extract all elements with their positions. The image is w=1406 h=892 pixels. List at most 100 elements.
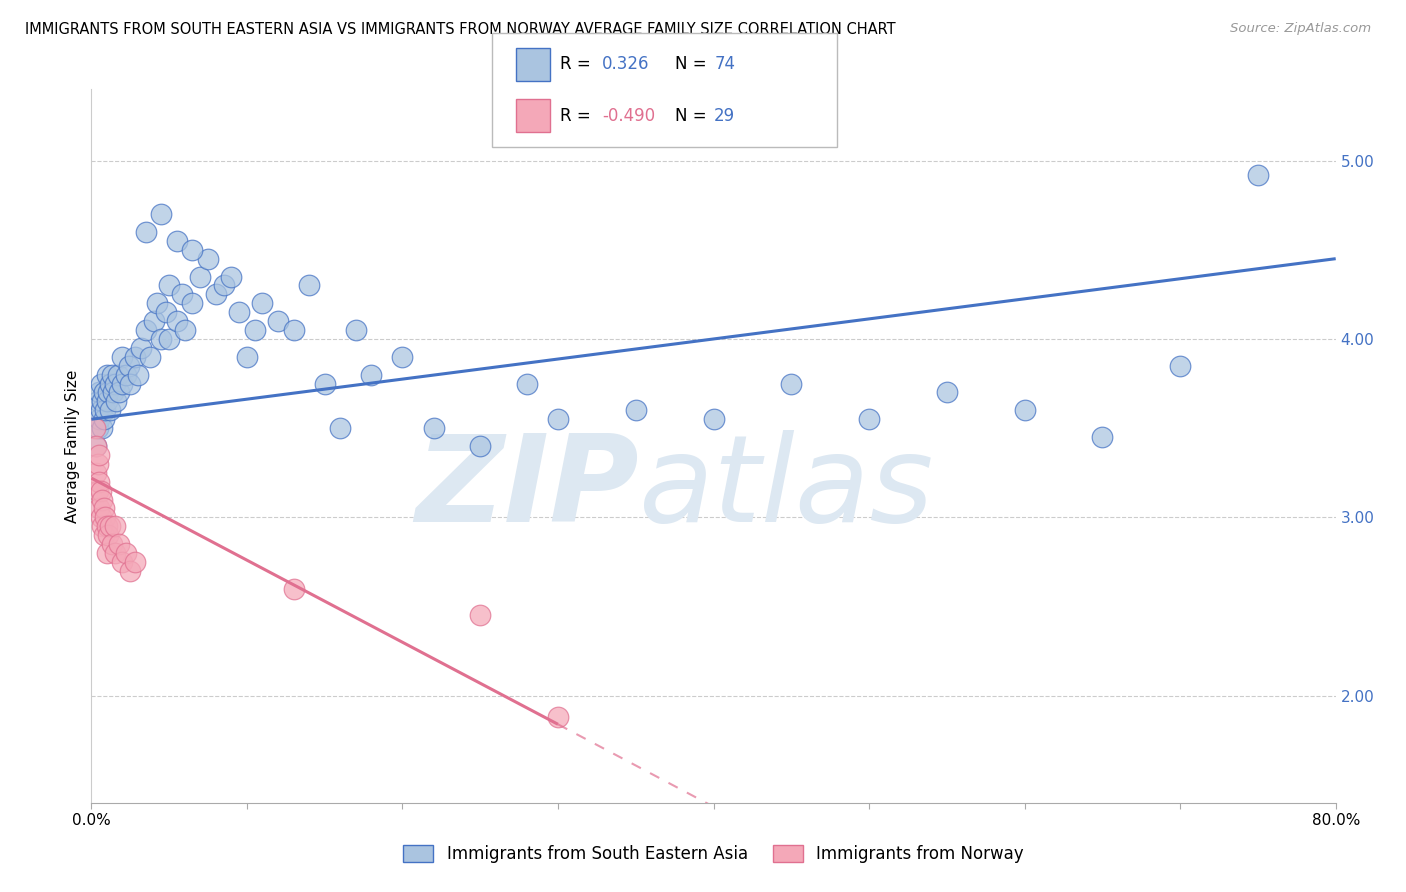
Point [236, 350, 259, 364]
Point [129, 341, 152, 355]
Text: R =: R = [560, 107, 596, 125]
Point [114, 368, 136, 382]
Point [170, 287, 193, 301]
Point [155, 305, 177, 319]
Point [547, 710, 569, 724]
Point [90, 376, 112, 391]
Point [135, 323, 157, 337]
Point [181, 243, 204, 257]
Point [422, 421, 444, 435]
Text: R =: R = [560, 55, 596, 73]
Point [89, 501, 111, 516]
Point [94, 510, 117, 524]
Text: IMMIGRANTS FROM SOUTH EASTERN ASIA VS IMMIGRANTS FROM NORWAY AVERAGE FAMILY SIZE: IMMIGRANTS FROM SOUTH EASTERN ASIA VS IM… [25, 22, 896, 37]
Text: atlas: atlas [638, 430, 934, 548]
Point [702, 412, 725, 426]
Point [91, 421, 114, 435]
Point [173, 323, 195, 337]
Point [91, 492, 114, 507]
Point [516, 376, 538, 391]
Point [83, 421, 105, 435]
Point [252, 296, 274, 310]
Point [391, 350, 413, 364]
Point [91, 394, 114, 409]
Legend: Immigrants from South Eastern Asia, Immigrants from Norway: Immigrants from South Eastern Asia, Immi… [396, 838, 1031, 870]
Text: ZIP: ZIP [415, 430, 638, 548]
Point [93, 385, 115, 400]
Point [96, 368, 118, 382]
Point [142, 314, 165, 328]
Point [90, 483, 112, 498]
Point [86, 483, 108, 498]
Point [114, 546, 136, 560]
Point [329, 421, 352, 435]
Point [124, 350, 146, 364]
Point [93, 501, 115, 516]
Point [470, 439, 492, 453]
Point [283, 323, 305, 337]
Point [139, 350, 162, 364]
Point [91, 519, 114, 533]
Point [1014, 403, 1036, 417]
Point [314, 376, 336, 391]
Point [157, 332, 180, 346]
Point [212, 278, 235, 293]
Point [858, 412, 880, 426]
Point [120, 376, 142, 391]
Point [470, 608, 492, 623]
Point [84, 466, 107, 480]
Point [104, 546, 127, 560]
Point [98, 376, 121, 391]
Point [118, 359, 141, 373]
Point [86, 421, 108, 435]
Text: N =: N = [675, 107, 711, 125]
Point [104, 376, 127, 391]
Text: 74: 74 [714, 55, 735, 73]
Point [84, 439, 107, 453]
Point [197, 252, 219, 266]
Point [181, 296, 204, 310]
Point [267, 314, 290, 328]
Point [96, 519, 118, 533]
Text: 0.326: 0.326 [602, 55, 650, 73]
Point [111, 555, 134, 569]
Text: Source: ZipAtlas.com: Source: ZipAtlas.com [1230, 22, 1371, 36]
Point [1168, 359, 1191, 373]
Point [157, 278, 180, 293]
Point [107, 368, 129, 382]
Point [86, 394, 108, 409]
Point [298, 278, 321, 293]
Point [94, 403, 117, 417]
Point [101, 385, 124, 400]
Point [243, 323, 266, 337]
Point [547, 412, 569, 426]
Point [127, 368, 149, 382]
Point [89, 412, 111, 426]
Text: -0.490: -0.490 [602, 107, 655, 125]
Point [344, 323, 367, 337]
Point [124, 555, 146, 569]
Point [89, 475, 111, 489]
Point [166, 234, 188, 248]
Point [780, 376, 803, 391]
Point [89, 385, 111, 400]
Point [624, 403, 647, 417]
Point [108, 537, 131, 551]
Point [98, 403, 121, 417]
Point [1091, 430, 1114, 444]
Point [105, 394, 128, 409]
Point [150, 207, 173, 221]
Point [97, 385, 120, 400]
Point [86, 457, 108, 471]
Point [135, 225, 157, 239]
Point [188, 269, 211, 284]
Point [93, 412, 115, 426]
Point [283, 582, 305, 596]
Point [120, 564, 142, 578]
Point [228, 305, 250, 319]
Point [221, 269, 243, 284]
Point [97, 528, 120, 542]
Point [360, 368, 382, 382]
Point [145, 296, 167, 310]
Point [93, 528, 115, 542]
